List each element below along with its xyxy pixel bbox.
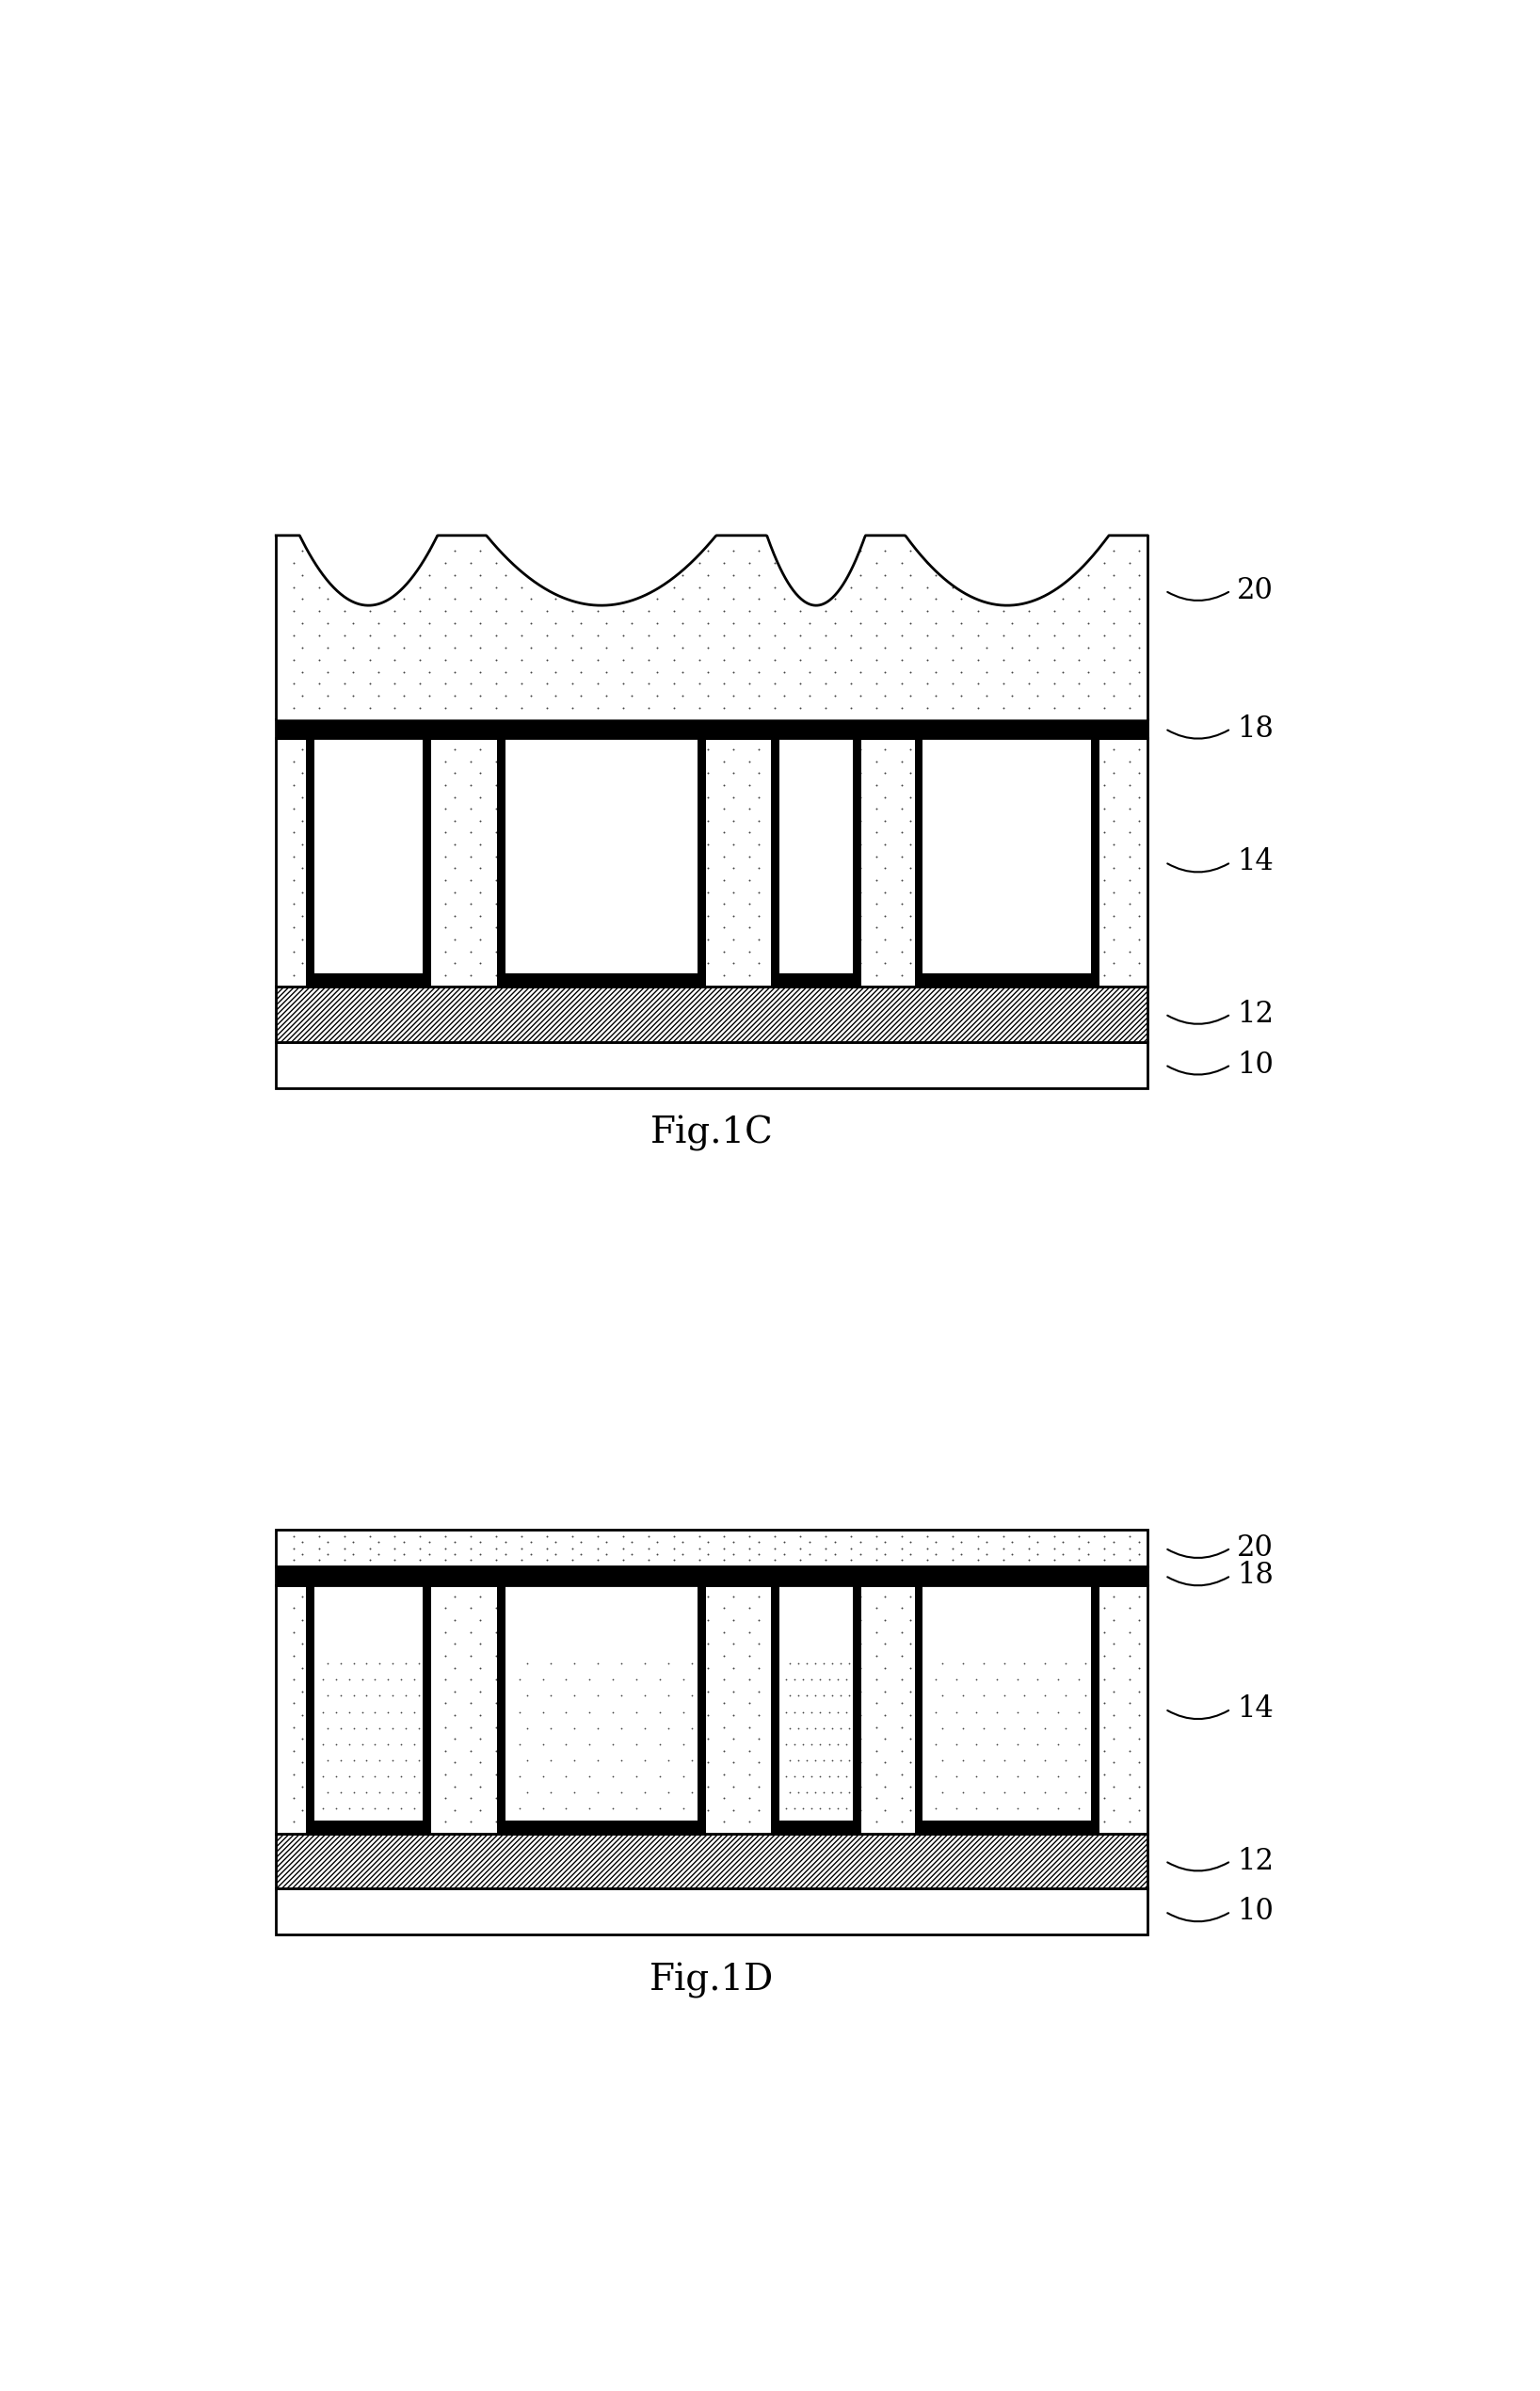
Bar: [276, 1530, 1147, 1566]
Bar: [698, 739, 705, 987]
Bar: [497, 739, 505, 987]
Text: 10: 10: [1237, 1050, 1274, 1078]
Bar: [306, 1585, 314, 1834]
Text: Fig.1C: Fig.1C: [650, 1117, 773, 1150]
Bar: [915, 1585, 922, 1834]
Text: Fig.1D: Fig.1D: [650, 1963, 775, 1999]
Bar: [497, 1820, 705, 1834]
Bar: [1092, 739, 1100, 987]
Polygon shape: [276, 536, 1147, 720]
Bar: [306, 1820, 431, 1834]
Bar: [772, 1585, 779, 1834]
Bar: [853, 739, 861, 987]
Bar: [276, 1889, 1147, 1934]
Text: 18: 18: [1237, 715, 1274, 744]
Text: 12: 12: [1237, 1846, 1274, 1875]
Bar: [424, 739, 431, 987]
Bar: [772, 1820, 861, 1834]
Bar: [772, 739, 779, 987]
Text: 20: 20: [1237, 576, 1274, 605]
Bar: [276, 1834, 1147, 1889]
Bar: [306, 973, 431, 987]
Bar: [772, 739, 861, 987]
Text: 18: 18: [1237, 1561, 1274, 1590]
Bar: [497, 1585, 505, 1834]
Text: 14: 14: [1237, 849, 1274, 877]
Bar: [306, 739, 431, 987]
Text: 20: 20: [1237, 1533, 1274, 1564]
Bar: [276, 720, 1147, 739]
Text: 12: 12: [1237, 999, 1274, 1028]
Bar: [915, 739, 1100, 987]
Bar: [276, 987, 1147, 1042]
Bar: [915, 1820, 1100, 1834]
Bar: [915, 739, 922, 987]
Bar: [497, 973, 705, 987]
Bar: [915, 973, 1100, 987]
Bar: [276, 1585, 1147, 1834]
Bar: [276, 1042, 1147, 1088]
Polygon shape: [276, 426, 1147, 605]
Bar: [497, 1585, 705, 1834]
Bar: [276, 1566, 1147, 1585]
Text: 14: 14: [1237, 1695, 1274, 1724]
Bar: [853, 1585, 861, 1834]
Bar: [424, 1585, 431, 1834]
Bar: [306, 739, 314, 987]
Bar: [772, 973, 861, 987]
Text: 10: 10: [1237, 1896, 1274, 1927]
Bar: [772, 1585, 861, 1834]
Bar: [276, 739, 1147, 987]
Bar: [915, 1585, 1100, 1834]
Bar: [306, 1585, 431, 1834]
Bar: [1092, 1585, 1100, 1834]
Bar: [698, 1585, 705, 1834]
Bar: [497, 739, 705, 987]
